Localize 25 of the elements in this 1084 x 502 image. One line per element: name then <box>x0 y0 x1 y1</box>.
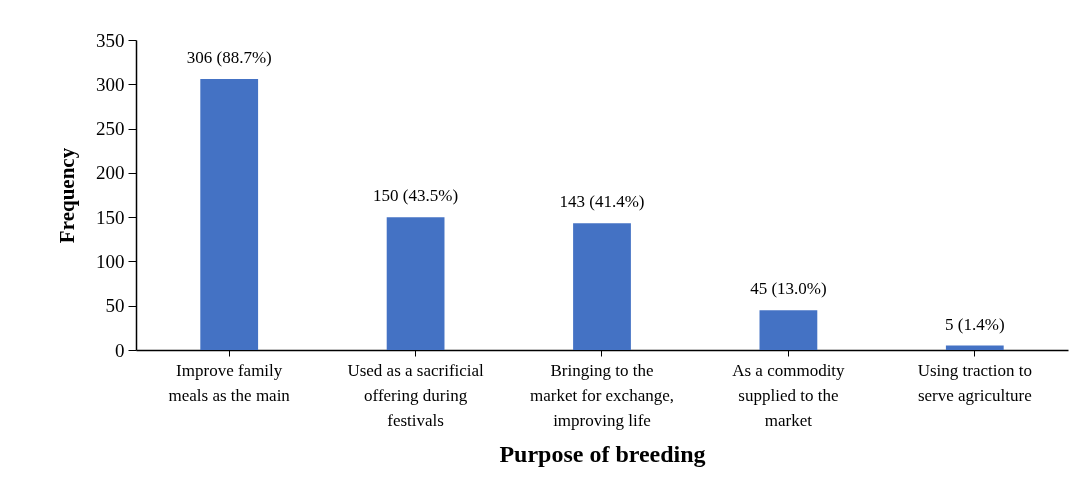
y-tick-label: 0 <box>115 339 125 361</box>
y-tick-label: 250 <box>96 118 125 140</box>
bar <box>386 217 445 350</box>
data-label: 143 (41.4%) <box>559 192 645 212</box>
data-label: 45 (13.0%) <box>750 279 827 299</box>
bar <box>573 223 631 350</box>
data-label: 5 (1.4%) <box>945 314 1005 334</box>
x-tick-label: Bringing to the market for exchange, improving life <box>530 360 674 430</box>
x-tick-label: Used as a sacrificial offering during festivals <box>347 360 485 430</box>
bar <box>945 345 1004 350</box>
x-tick-label: As a commodity supplied to the market <box>732 360 846 430</box>
y-tick-label: 150 <box>96 206 125 228</box>
y-axis-title: Frequency <box>55 147 79 244</box>
bar <box>200 78 259 350</box>
data-label: 150 (43.5%) <box>373 186 459 206</box>
bar <box>759 310 818 350</box>
y-tick-label: 350 <box>96 29 125 51</box>
data-label: 306 (88.7%) <box>186 47 272 67</box>
x-tick-label: Improve family meals as the main <box>168 360 291 405</box>
x-tick-label: Using traction to serve agriculture <box>917 360 1032 405</box>
x-axis-title: Purpose of breeding <box>499 440 706 467</box>
y-tick-label: 50 <box>105 295 125 317</box>
y-tick-label: 300 <box>96 73 125 95</box>
y-tick-label: 100 <box>96 250 125 272</box>
y-tick-label: 200 <box>96 162 125 184</box>
